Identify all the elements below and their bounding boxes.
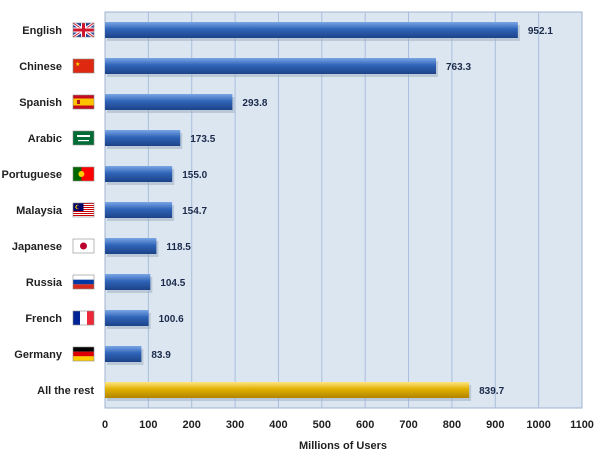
category-label: Germany xyxy=(14,349,63,361)
category-label: Chinese xyxy=(19,61,62,73)
x-axis-ticks: 0 100 200 300 400 500 600 700 800 900 1000 1100 xyxy=(102,419,594,431)
category-label: Portuguese xyxy=(1,169,62,181)
bars: 952.1 763.3 293.8 173.5 155.0 154.7 118.5 104.5… xyxy=(105,22,553,401)
category-labels: English Chinese Spanish Arabic Portuguese Mal… xyxy=(1,25,94,397)
category-label: Japanese xyxy=(12,241,62,253)
portugal-flag-icon xyxy=(72,166,95,182)
saudi-arabia-flag-icon xyxy=(72,130,95,146)
russia-flag-icon xyxy=(72,274,95,290)
japan-flag-icon xyxy=(72,238,95,254)
x-tick-label: 300 xyxy=(226,419,244,431)
bar xyxy=(105,274,151,290)
bar xyxy=(105,130,181,146)
bar xyxy=(105,166,173,182)
germany-flag-icon xyxy=(72,346,95,362)
bar-value-label: 100.6 xyxy=(159,314,184,325)
x-tick-label: 500 xyxy=(313,419,331,431)
flags: ★ xyxy=(72,21,95,362)
bar xyxy=(105,382,470,398)
bar-value-label: 118.5 xyxy=(166,242,191,253)
bar-value-label: 952.1 xyxy=(528,26,553,37)
bar xyxy=(105,310,149,326)
spain-flag-icon xyxy=(72,94,95,110)
grid-lines xyxy=(147,12,540,408)
malaysia-flag-icon xyxy=(72,202,95,218)
bar xyxy=(105,202,173,218)
x-tick-label: 600 xyxy=(356,419,374,431)
bar-value-label: 104.5 xyxy=(160,278,185,289)
plot-area xyxy=(104,11,583,409)
bar-value-label: 763.3 xyxy=(446,62,471,73)
bar-value-label: 839.7 xyxy=(479,386,504,397)
x-tick-label: 700 xyxy=(399,419,417,431)
bar-value-label: 155.0 xyxy=(182,170,207,181)
category-label: All the rest xyxy=(37,385,94,397)
france-flag-icon xyxy=(72,310,95,326)
x-tick-label: 400 xyxy=(269,419,287,431)
x-tick-label: 1100 xyxy=(570,419,594,431)
x-tick-label: 100 xyxy=(139,419,157,431)
x-tick-label: 0 xyxy=(102,419,108,431)
x-tick-label: 1000 xyxy=(526,419,550,431)
bar xyxy=(105,58,436,74)
x-tick-label: 900 xyxy=(486,419,504,431)
category-label: Arabic xyxy=(28,133,62,145)
x-axis-title: Millions of Users xyxy=(299,440,387,452)
category-label: English xyxy=(22,25,62,37)
bar-value-label: 173.5 xyxy=(190,134,215,145)
china-flag-icon: ★ xyxy=(72,58,95,74)
uk-flag-icon xyxy=(72,21,95,39)
bar-value-label: 293.8 xyxy=(242,98,267,109)
x-tick-label: 200 xyxy=(183,419,201,431)
x-tick-label: 800 xyxy=(443,419,461,431)
bar-value-label: 154.7 xyxy=(182,206,207,217)
category-label: Malaysia xyxy=(16,205,63,217)
category-label: Russia xyxy=(26,277,63,289)
bar xyxy=(105,346,142,362)
bar-value-label: 83.9 xyxy=(151,350,171,361)
bar xyxy=(105,22,518,38)
svg-text:★: ★ xyxy=(75,61,80,68)
bar xyxy=(105,94,233,110)
bar xyxy=(105,238,157,254)
category-label: Spanish xyxy=(19,97,62,109)
category-label: French xyxy=(25,313,62,325)
